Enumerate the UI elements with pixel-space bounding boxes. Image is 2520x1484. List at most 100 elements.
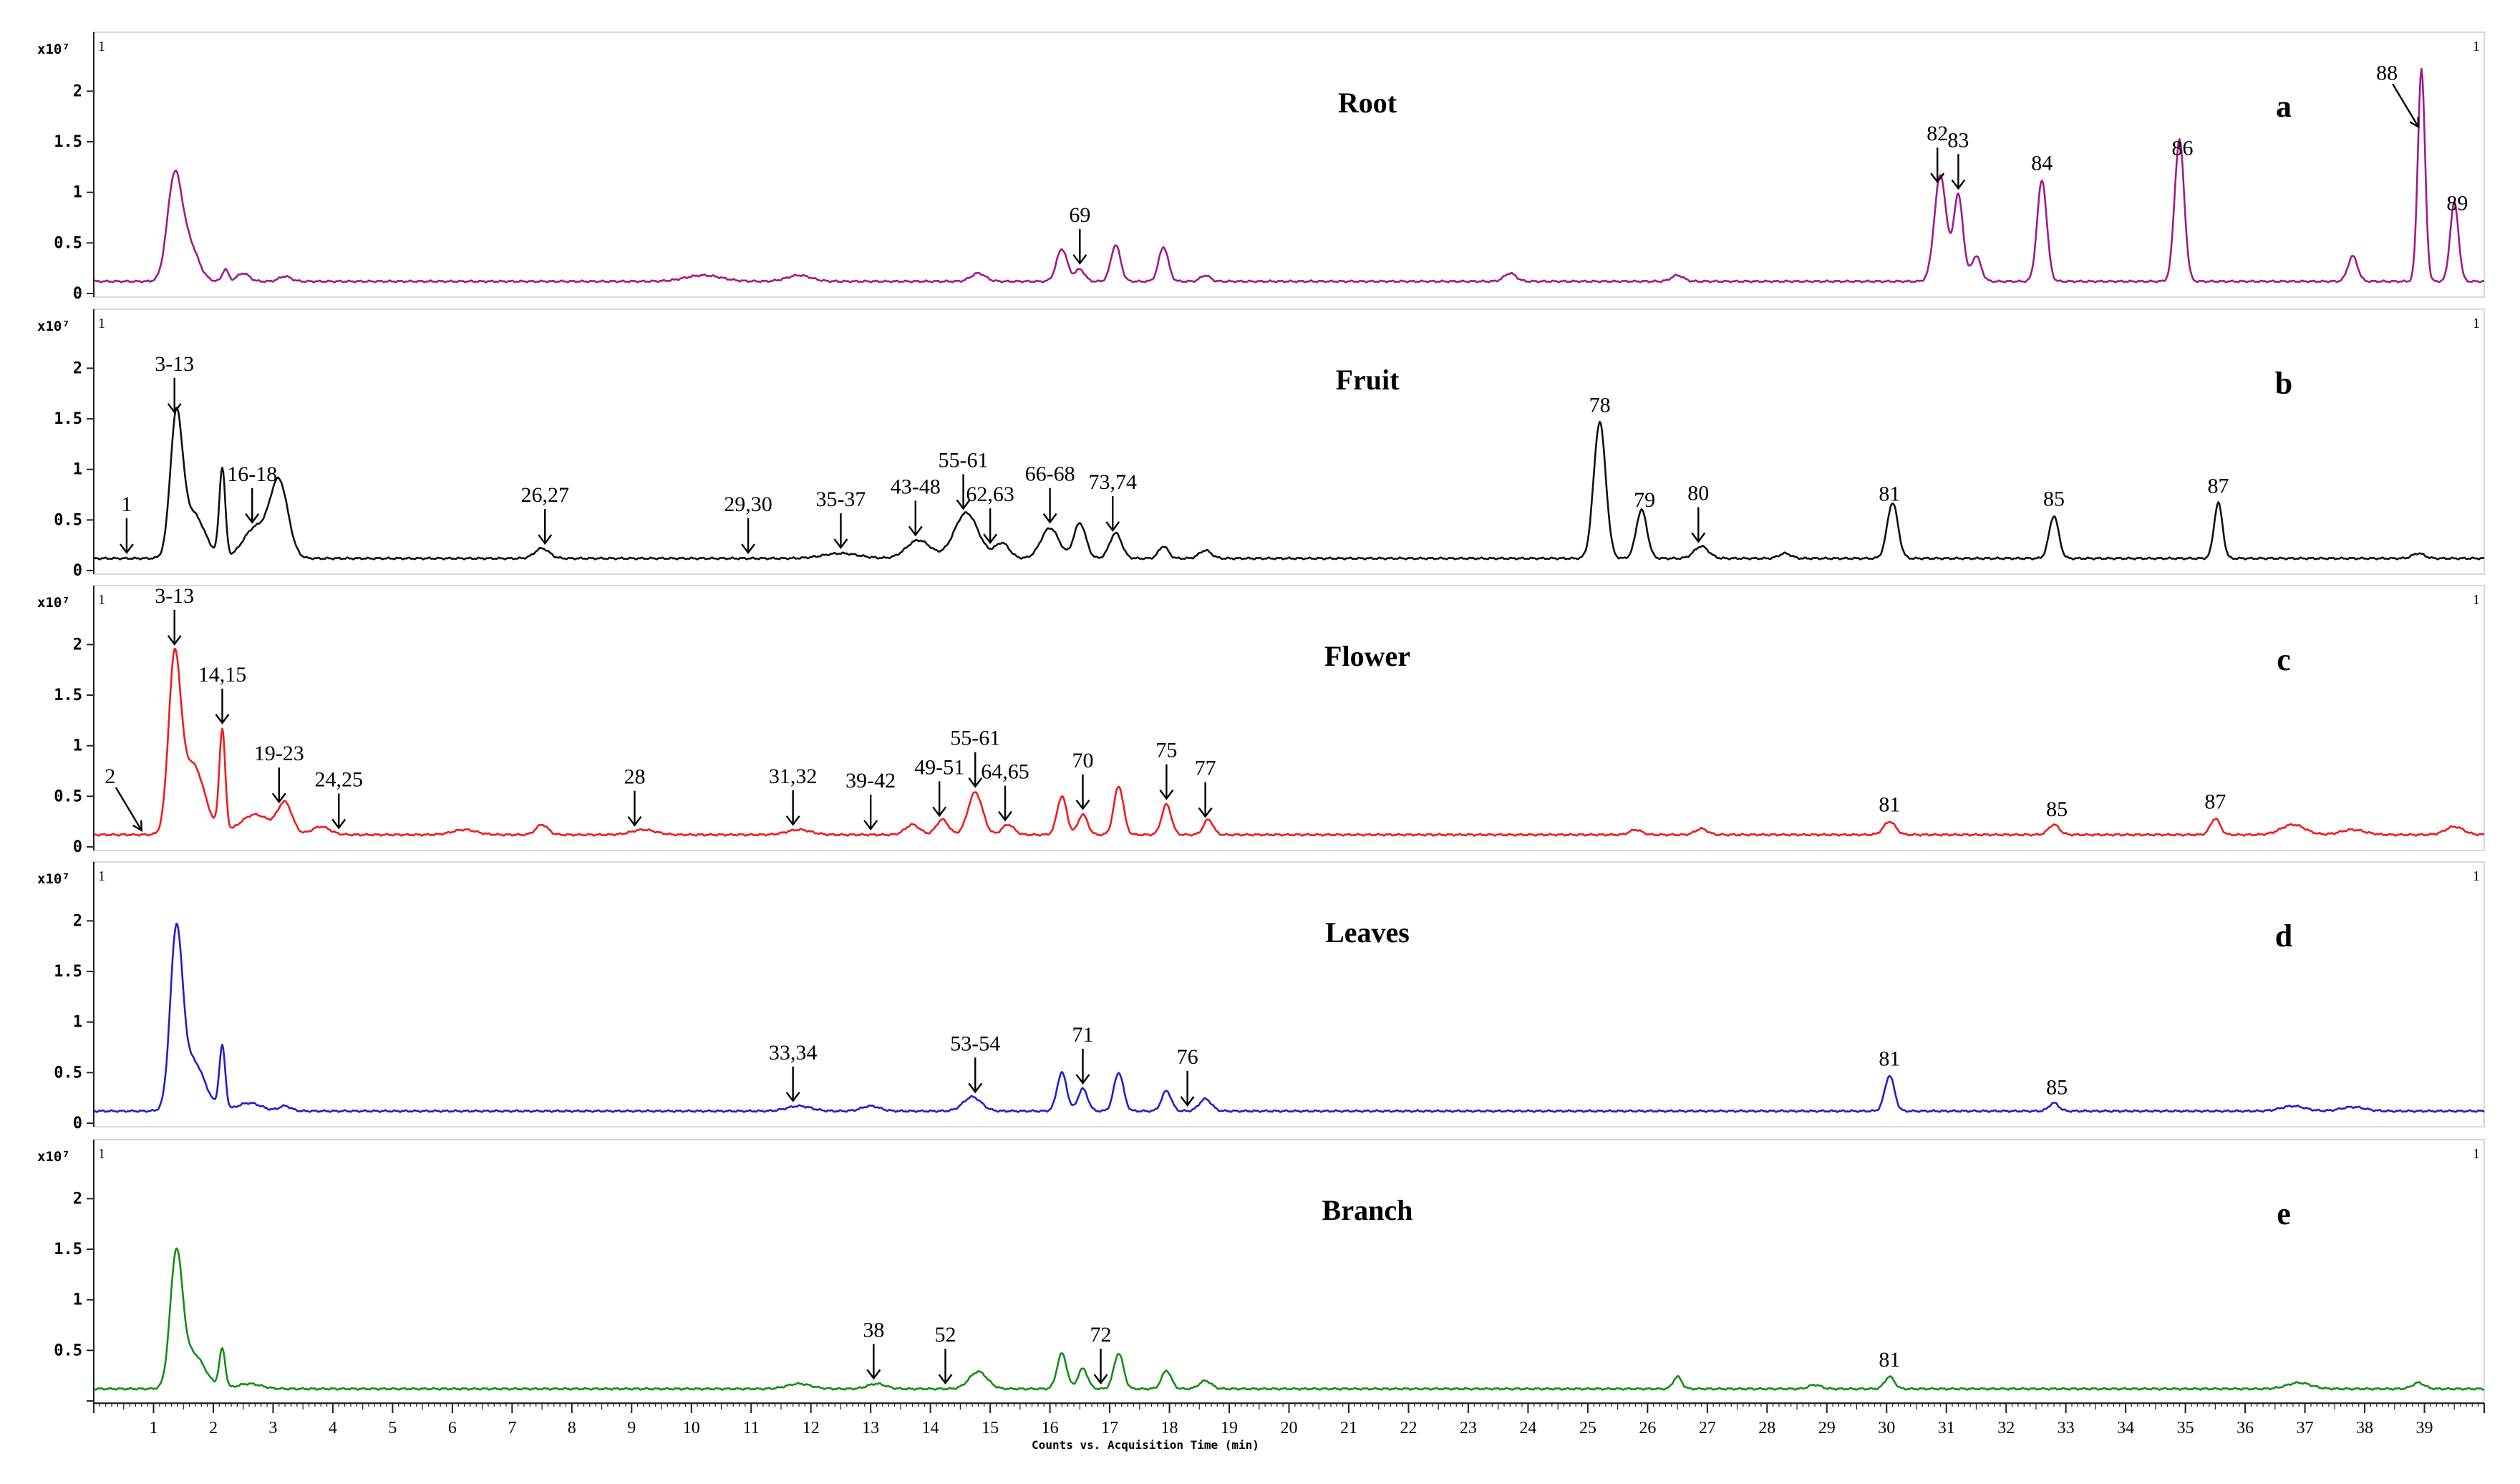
annotation-label: 16-18	[227, 462, 277, 486]
peak-annotation: 49-51	[914, 755, 964, 818]
y-tick-label: 0	[73, 838, 82, 856]
x-tick-label: 6	[448, 1419, 457, 1437]
panel-root: x10⁷ 0 0.5 1 1.5 2 1 1 Root a 69 82 83 84 86 88 89	[37, 31, 2485, 303]
annotation-arrowhead	[1072, 254, 1087, 265]
x-tick-label: 12	[803, 1419, 820, 1437]
annotation-arrowhead	[983, 533, 998, 545]
annotation-label: 88	[2376, 61, 2398, 84]
peak-annotation: 78	[1589, 393, 1611, 417]
x-tick-label: 25	[1579, 1419, 1596, 1437]
annotation-arrowhead	[1075, 1074, 1090, 1085]
x-tick-label: 7	[508, 1419, 516, 1437]
peak-annotation: 70	[1072, 749, 1094, 810]
panel-leaves: x10⁷ 0 0.5 1 1.5 2 1 1 Leaves d 33,34 53-54 71 76 81 85	[37, 861, 2485, 1133]
annotation-label: 71	[1072, 1023, 1094, 1047]
peak-annotation: 2	[105, 765, 143, 833]
panel-fruit: x10⁷ 0 0.5 1 1.5 2 1 1 Fruit b 1 3-13 16-18 26,27 29,3…	[37, 309, 2485, 580]
peak-annotation: 81	[1879, 1047, 1900, 1071]
x-tick-label: 32	[1997, 1419, 2015, 1437]
x-axis: 1 2 3 4 5 6 7 8 9 10 11 12 13 14 15 16 17 18 19 20 21 22 23 24 2…	[93, 1402, 2485, 1452]
annotation-label: 76	[1177, 1045, 1198, 1069]
annotation-label: 62,63	[966, 482, 1014, 506]
peak-annotation: 52	[935, 1323, 956, 1385]
corner-marker-left: 1	[98, 316, 105, 331]
x-tick-label: 20	[1281, 1419, 1298, 1437]
panel-title: Root	[1338, 87, 1397, 119]
peak-annotation: 66-68	[1025, 462, 1075, 524]
panel-flower: x10⁷ 0 0.5 1 1.5 2 1 1 Flower c 2 3-13 14,15 19-23 24,…	[37, 584, 2485, 856]
annotation-arrowhead	[538, 534, 553, 545]
annotation-arrowhead	[1691, 532, 1706, 543]
panel-branch: x10⁷ 0.5 1 1.5 2 1 1 Branch e 38 52 72 81	[37, 1139, 2485, 1405]
annotation-label: 87	[2204, 790, 2226, 813]
peak-annotation: 28	[624, 765, 645, 827]
annotation-arrowhead	[1042, 513, 1057, 524]
annotation-label: 81	[1879, 482, 1900, 505]
y-tick-label: 0	[73, 562, 82, 580]
panel-letter: b	[2275, 366, 2292, 401]
peak-annotation: 75	[1155, 739, 1177, 800]
x-tick-label: 19	[1221, 1419, 1238, 1437]
y-tick-label: 0	[73, 285, 82, 303]
peak-annotation: 81	[1879, 1348, 1900, 1372]
annotation-label: 69	[1069, 203, 1090, 227]
annotation-label: 85	[2046, 1076, 2068, 1100]
annotation-label: 3-13	[155, 584, 194, 608]
peak-annotation: 86	[2171, 136, 2193, 160]
corner-marker-right: 1	[2473, 868, 2480, 884]
x-tick-label: 37	[2297, 1419, 2314, 1437]
annotation-arrowhead	[785, 1092, 800, 1102]
annotation-arrowhead	[1105, 521, 1120, 532]
y-scale-label: x10⁷	[37, 42, 70, 57]
y-scale-label: x10⁷	[37, 319, 70, 334]
x-tick-label: 28	[1758, 1419, 1775, 1437]
annotation-label: 2	[105, 765, 115, 788]
corner-marker-left: 1	[98, 868, 105, 884]
x-tick-label: 26	[1639, 1419, 1656, 1437]
y-tick-label: 0.5	[54, 1342, 82, 1359]
y-tick-label: 1	[73, 184, 82, 202]
x-tick-label: 13	[862, 1419, 879, 1437]
annotation-arrowhead	[331, 818, 346, 830]
annotation-arrowhead	[627, 815, 642, 827]
annotation-label: 82	[1927, 122, 1948, 145]
annotation-arrowhead	[271, 792, 286, 804]
annotation-arrowhead	[863, 820, 878, 831]
x-tick-label: 38	[2356, 1419, 2373, 1437]
annotation-label: 75	[1155, 739, 1177, 762]
annotation-arrowhead	[215, 714, 230, 724]
annotation-arrowhead	[245, 513, 260, 524]
corner-marker-left: 1	[98, 1146, 105, 1162]
annotation-label: 24,25	[314, 768, 363, 792]
y-tick-label: 2	[73, 359, 82, 377]
panel-title: Branch	[1322, 1194, 1413, 1226]
annotation-label: 38	[863, 1318, 884, 1342]
chromatogram-trace	[93, 407, 2485, 561]
peak-annotation: 77	[1195, 757, 1216, 818]
y-scale-label: x10⁷	[37, 595, 70, 611]
y-tick-label: 1	[73, 1291, 82, 1309]
peak-annotation: 24,25	[314, 768, 363, 830]
panel-letter: e	[2277, 1196, 2291, 1231]
chromatogram-trace	[93, 648, 2485, 837]
corner-marker-right: 1	[2473, 1146, 2480, 1162]
annotation-arrowhead	[785, 815, 800, 826]
annotation-label: 87	[2208, 474, 2229, 498]
annotation-label: 81	[1879, 1348, 1900, 1372]
corner-marker-right: 1	[2473, 592, 2480, 608]
peak-annotation: 89	[2446, 192, 2468, 215]
annotation-arrowhead	[1180, 1096, 1195, 1107]
peak-annotation: 73,74	[1088, 470, 1137, 532]
peak-annotation: 85	[2046, 1076, 2068, 1100]
annotation-arrowhead	[968, 1082, 983, 1094]
peak-annotation: 69	[1069, 203, 1090, 265]
peak-annotation: 55-61	[939, 448, 989, 510]
annotation-label: 83	[1947, 128, 1969, 152]
x-tick-label: 9	[627, 1419, 636, 1437]
annotation-label: 39-42	[845, 769, 896, 792]
annotation-label: 81	[1879, 1047, 1900, 1071]
annotation-label: 28	[624, 765, 645, 789]
annotation-label: 49-51	[914, 755, 964, 779]
annotation-arrowhead	[938, 1374, 953, 1385]
x-tick-label: 24	[1519, 1419, 1536, 1437]
